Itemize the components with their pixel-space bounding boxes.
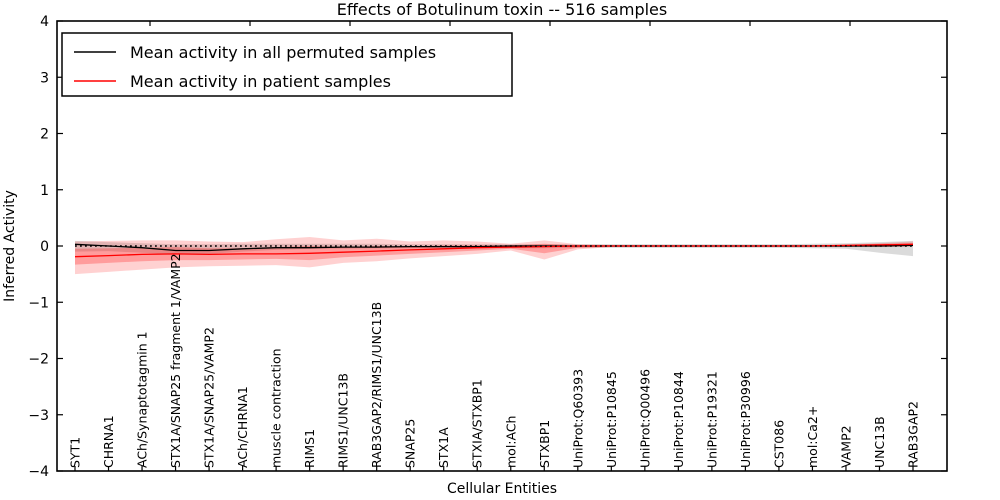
x-tick-label: UNC13B (872, 416, 887, 468)
x-tick-label: RIMS1/UNC13B (336, 373, 351, 468)
x-tick-label: UniProt:P10844 (671, 371, 686, 468)
patient-mean-line (74, 243, 914, 258)
x-tick-label: UniProt:P30996 (738, 371, 753, 468)
x-tick-label: CHRNA1 (101, 415, 116, 468)
x-tick-label: STXBP1 (537, 420, 552, 468)
x-tick-label: UniProt:Q00496 (637, 369, 652, 468)
x-tick-label: CST086 (771, 420, 786, 468)
legend-label: Mean activity in patient samples (130, 72, 391, 91)
x-tick-label: muscle contraction (269, 348, 284, 468)
x-tick-label: RAB3GAP2 (906, 401, 921, 468)
x-tick-label: STX1A/SNAP25 fragment 1/VAMP2 (168, 253, 183, 468)
x-tick-label: UniProt:P19321 (704, 371, 719, 468)
x-tick-label: mol:Ca2+ (805, 406, 820, 468)
x-tick-label: VAMP2 (838, 425, 853, 468)
y-tick-label: 3 (40, 70, 49, 86)
y-tick-label: −2 (28, 352, 49, 368)
y-tick-label: 2 (40, 127, 49, 143)
x-tick-label: UniProt:P10845 (604, 371, 619, 468)
x-tick-label: RAB3GAP2/RIMS1/UNC13B (369, 302, 384, 468)
x-axis-label: Cellular Entities (447, 481, 557, 497)
chart-title: Effects of Botulinum toxin -- 516 sample… (337, 0, 667, 19)
y-tick-label: 4 (40, 14, 49, 30)
x-tick-label: UniProt:Q60393 (570, 369, 585, 468)
legend-label: Mean activity in all permuted samples (130, 43, 436, 62)
x-tick-label: RIMS1 (302, 429, 317, 468)
y-axis-label: Inferred Activity (2, 190, 18, 302)
y-tick-label: −4 (28, 464, 49, 480)
y-tick-label: 1 (40, 183, 49, 199)
permuted-band (75, 240, 913, 257)
x-tick-label: STX1A (436, 427, 451, 468)
x-tick-label: STX1A/SNAP25/VAMP2 (202, 327, 217, 468)
x-tick-label: mol:ACh (503, 416, 518, 469)
legend-box (61, 32, 513, 97)
y-tick-label: −1 (28, 295, 49, 311)
x-tick-label: SNAP25 (403, 419, 418, 468)
y-tick-label: 0 (40, 239, 49, 255)
x-tick-label: ACh/CHRNA1 (235, 386, 250, 468)
patient-band-inner (75, 243, 913, 265)
x-tick-label: SYT1 (68, 437, 83, 468)
x-tick-label: STXIA/STXBP1 (470, 379, 485, 468)
y-tick-label: −3 (28, 408, 49, 424)
x-tick-label: ACh/Synaptotagmin 1 (135, 331, 150, 468)
